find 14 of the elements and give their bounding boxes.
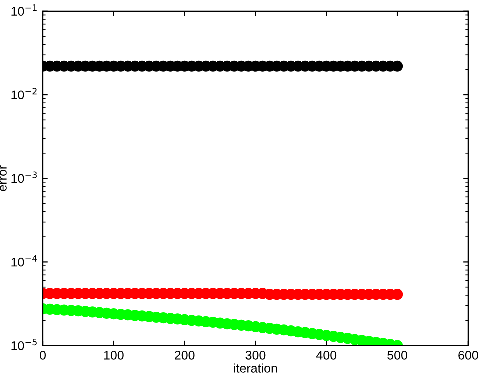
- y-tick-label: 10$^{−3}$: [12, 172, 38, 184]
- x-tick-label: 400: [316, 350, 337, 360]
- y-axis-title: error: [0, 166, 7, 192]
- x-tick-label: 100: [104, 350, 124, 360]
- x-tick-label: 300: [246, 350, 266, 360]
- x-axis-title: iteration: [234, 364, 278, 373]
- y-tick-label: 10$^{−5}$: [12, 339, 37, 350]
- y-tick-label: 10$^{−1}$: [12, 4, 37, 16]
- x-tick-label: 0: [40, 350, 46, 360]
- x-tick-label: 200: [175, 350, 195, 360]
- x-tick-label: 500: [388, 350, 408, 360]
- y-tick-label: 10$^{−2}$: [12, 88, 37, 100]
- y-tick-label: 10$^{−4}$: [12, 255, 38, 267]
- x-tick-label: 600: [458, 350, 478, 360]
